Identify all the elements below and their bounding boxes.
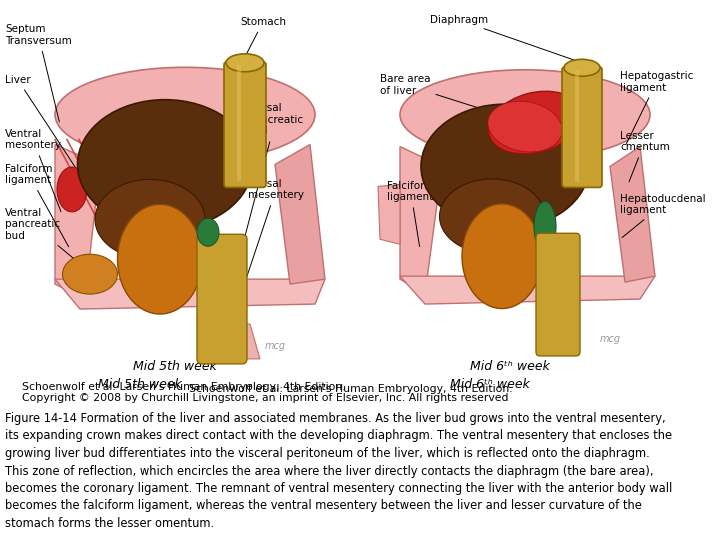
Text: Mid 6ᵗʰ week: Mid 6ᵗʰ week <box>470 360 550 373</box>
Text: Dorsal
pancreatic
bud: Dorsal pancreatic bud <box>235 103 303 272</box>
Ellipse shape <box>534 201 556 251</box>
Text: mcg: mcg <box>600 334 621 344</box>
Polygon shape <box>55 279 325 309</box>
Text: Mid 5th week: Mid 5th week <box>133 360 217 373</box>
Text: Schoenwolf et al: Larsen's Human Embryology, 4th Edition.: Schoenwolf et al: Larsen's Human Embryol… <box>175 384 513 394</box>
FancyBboxPatch shape <box>224 62 266 187</box>
Polygon shape <box>400 276 655 304</box>
Ellipse shape <box>55 68 315 162</box>
Ellipse shape <box>117 204 202 314</box>
Ellipse shape <box>439 179 544 254</box>
Ellipse shape <box>63 254 117 294</box>
Text: stomach forms the lesser omentum.: stomach forms the lesser omentum. <box>5 517 214 530</box>
Polygon shape <box>400 146 442 294</box>
Text: Falciform
ligament: Falciform ligament <box>5 164 68 247</box>
Text: Liver: Liver <box>5 75 78 172</box>
Text: its expanding crown makes direct contact with the developing diaphragm. The vent: its expanding crown makes direct contact… <box>5 429 672 442</box>
Text: mcg: mcg <box>265 341 286 351</box>
Polygon shape <box>55 145 100 299</box>
Text: Stomach: Stomach <box>240 17 286 55</box>
Polygon shape <box>200 324 260 359</box>
Ellipse shape <box>197 218 219 246</box>
Text: Ventral
mesontery: Ventral mesontery <box>5 129 61 212</box>
Text: Ventral
pancreatic
bud: Ventral pancreatic bud <box>5 208 88 271</box>
Ellipse shape <box>488 91 582 154</box>
Text: This zone of reflection, which encircles the area where the liver directly conta: This zone of reflection, which encircles… <box>5 464 654 477</box>
Ellipse shape <box>488 101 562 152</box>
Polygon shape <box>610 146 655 282</box>
Ellipse shape <box>226 54 264 72</box>
Text: Dorsal
mesentery: Dorsal mesentery <box>226 179 304 339</box>
Ellipse shape <box>462 204 542 308</box>
Text: Bare area
of liver: Bare area of liver <box>380 74 522 122</box>
FancyBboxPatch shape <box>197 234 247 364</box>
Text: Figure 14-14 Formation of the liver and associated membranes. As the liver bud g: Figure 14-14 Formation of the liver and … <box>5 412 665 425</box>
Text: Falciform
ligament: Falciform ligament <box>387 180 434 246</box>
Text: Mid 6ᵗʰ week: Mid 6ᵗʰ week <box>450 378 530 391</box>
Text: growing liver bud differentiates into the visceral peritoneum of the liver, whic: growing liver bud differentiates into th… <box>5 447 649 460</box>
Text: Septum
Transversum: Septum Transversum <box>5 24 72 122</box>
Text: Copyright © 2008 by Churchill Livingstone, an imprint of Elsevier, Inc. All righ: Copyright © 2008 by Churchill Livingston… <box>8 393 508 403</box>
Text: becomes the coronary ligament. The remnant of ventral mesentery connecting the l: becomes the coronary ligament. The remna… <box>5 482 672 495</box>
Text: becomes the falciform ligament, whereas the ventral mesentery between the liver : becomes the falciform ligament, whereas … <box>5 500 642 512</box>
Ellipse shape <box>57 167 87 212</box>
Polygon shape <box>378 185 400 244</box>
Ellipse shape <box>95 179 205 259</box>
Text: Mid 5th week: Mid 5th week <box>98 378 182 391</box>
Text: Lesser
cmentum: Lesser cmentum <box>620 131 670 182</box>
Ellipse shape <box>564 59 600 76</box>
Ellipse shape <box>400 70 650 159</box>
Polygon shape <box>275 145 325 284</box>
Text: Hepatoducdenal
ligament: Hepatoducdenal ligament <box>620 193 706 238</box>
FancyBboxPatch shape <box>562 67 602 187</box>
Text: Schoenwolf et al: Larsen's Human Embryology, 4th Edition.: Schoenwolf et al: Larsen's Human Embryol… <box>8 382 346 392</box>
Text: Diaphragm: Diaphragm <box>430 15 580 62</box>
Text: Hepatogastric
ligament: Hepatogastric ligament <box>620 71 693 144</box>
FancyBboxPatch shape <box>536 233 580 356</box>
Ellipse shape <box>78 100 253 230</box>
Ellipse shape <box>421 104 589 229</box>
